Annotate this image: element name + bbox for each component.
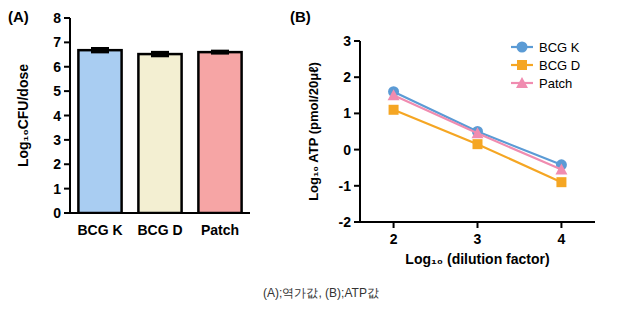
marker	[517, 42, 528, 53]
y-tick-label: 6	[53, 59, 61, 75]
error-cap	[151, 55, 169, 58]
bar	[198, 52, 241, 213]
bar	[138, 54, 181, 213]
x-tick-label: 3	[474, 231, 482, 247]
series-line	[394, 95, 562, 169]
y-tick	[354, 112, 360, 114]
caption: (A);역가값, (B);ATP값	[263, 286, 379, 300]
y-tick	[354, 40, 360, 42]
marker	[388, 89, 400, 100]
error-bar	[91, 48, 109, 52]
figure: (A) BCG K BCG D Patch 0 1 2 3 4 5 6 7 8 Log₁₀CFU/dose…	[0, 0, 643, 311]
y-tick	[64, 66, 70, 68]
y-tick	[354, 221, 360, 223]
y-tick-label: 8	[53, 10, 61, 26]
y-tick-label: 1	[53, 181, 61, 197]
marker	[556, 177, 566, 187]
y-tick	[64, 163, 70, 165]
y-tick	[354, 185, 360, 187]
marker	[517, 60, 527, 70]
panel-label: (A)	[8, 8, 29, 25]
error-cap	[211, 50, 229, 53]
y-tick	[64, 212, 70, 214]
error-cap	[91, 47, 109, 50]
x-tick-label: 4	[558, 231, 566, 247]
x-tick	[477, 222, 479, 228]
y-tick-label: 7	[53, 34, 61, 50]
y-tick-label: 0	[343, 142, 351, 158]
x-tick-label: Patch	[201, 222, 239, 238]
legend-label: Patch	[539, 76, 572, 91]
y-tick-label: 3	[343, 33, 351, 49]
x-tick-label: BCG K	[77, 222, 122, 238]
error-bar	[151, 52, 169, 56]
y-tick-label: 1	[343, 105, 351, 121]
error-cap	[211, 52, 229, 55]
plot-area	[78, 48, 241, 213]
x-axis	[70, 212, 250, 214]
y-tick	[64, 115, 70, 117]
y-tick-label: -2	[339, 214, 352, 230]
y-tick	[354, 149, 360, 151]
legend-label: BCG K	[539, 40, 580, 55]
bar	[78, 50, 121, 213]
marker	[389, 105, 399, 115]
y-tick	[64, 41, 70, 43]
x-axis-label: Log₁₀ (dilution factor)	[405, 251, 549, 267]
y-tick-label: -1	[339, 178, 352, 194]
y-tick	[64, 90, 70, 92]
y-tick-label: 5	[53, 83, 61, 99]
y-tick-label: 3	[53, 132, 61, 148]
error-cap	[151, 51, 169, 54]
x-tick-label: 2	[390, 231, 398, 247]
y-tick	[64, 17, 70, 19]
y-tick	[64, 188, 70, 190]
y-tick-label: 0	[53, 205, 61, 221]
y-tick	[354, 76, 360, 78]
marker	[472, 127, 484, 138]
y-tick-label: 2	[343, 69, 351, 85]
marker	[473, 139, 483, 149]
error-cap	[91, 51, 109, 54]
legend-label: BCG D	[539, 58, 580, 73]
panel-label: (B)	[290, 8, 311, 25]
y-tick-label: 2	[53, 156, 61, 172]
x-tick-label: BCG D	[137, 222, 182, 238]
series-line	[394, 92, 562, 165]
error-bar	[211, 51, 229, 53]
y-axis-label: Log₁₀CFU/dose	[15, 64, 31, 167]
plot-area	[388, 86, 568, 187]
x-tick	[560, 222, 562, 228]
x-tick	[393, 222, 395, 228]
legend: BCG K BCG D Patch	[511, 40, 580, 91]
y-axis	[359, 41, 361, 222]
y-axis-label: Log₁₀ ATP (pmol/20μℓ)	[306, 62, 321, 201]
y-tick	[64, 139, 70, 141]
marker	[516, 77, 528, 88]
y-tick-label: 4	[53, 108, 61, 124]
series-line	[394, 110, 562, 182]
marker	[555, 164, 567, 175]
